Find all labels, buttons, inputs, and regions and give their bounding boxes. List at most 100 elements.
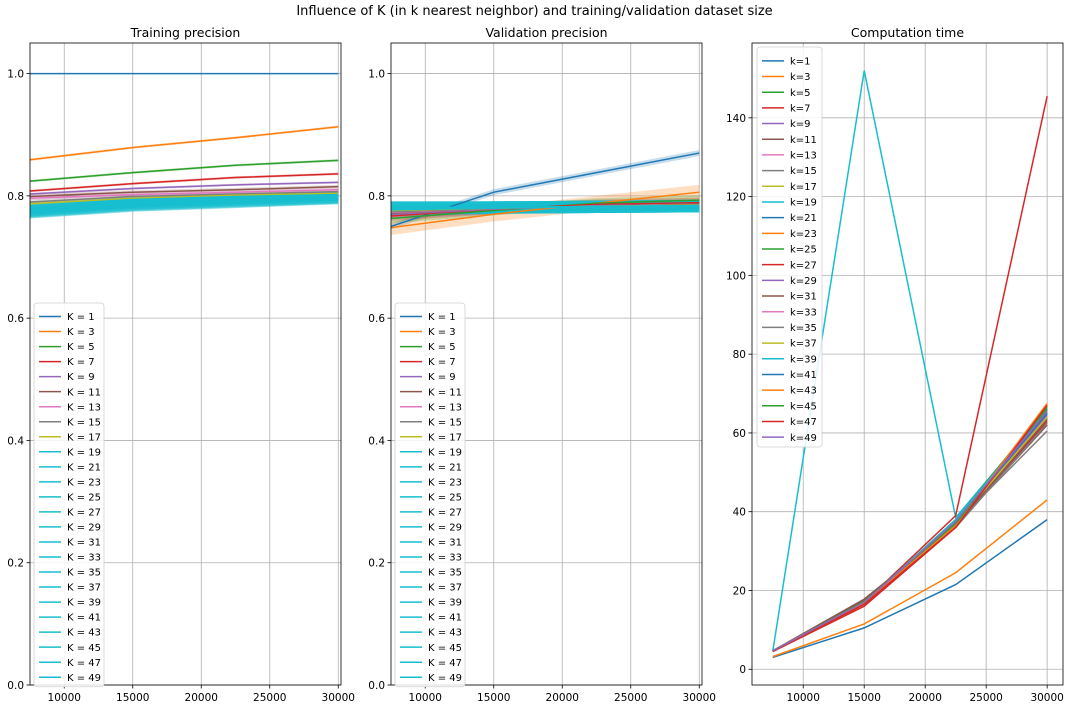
legend-label: K = 25	[67, 492, 101, 503]
legend-label: K = 11	[428, 387, 462, 398]
legend-label: K = 39	[67, 598, 101, 609]
series-group	[30, 72, 339, 219]
axes-frame	[29, 42, 342, 686]
y-tick-label: 120	[726, 192, 746, 204]
legend-label: K = 29	[428, 523, 462, 534]
series-band	[391, 184, 700, 235]
series-line	[30, 188, 339, 200]
y-tick-label: 0.0	[368, 680, 385, 692]
legend-label: k=39	[790, 354, 817, 365]
legend-label: k=7	[790, 103, 811, 114]
y-tick-label: 40	[733, 507, 746, 519]
series-line	[772, 518, 1048, 659]
legend-label: k=13	[790, 151, 817, 162]
legend-label: k=21	[790, 213, 817, 224]
legend-box	[33, 302, 105, 688]
series-line	[772, 499, 1048, 658]
legend-label: K = 37	[67, 583, 101, 594]
series-line	[391, 205, 700, 209]
legend-label: K = 47	[428, 658, 462, 669]
legend-label: K = 23	[428, 477, 462, 488]
axes-frame	[390, 42, 703, 686]
legend-label: K = 15	[67, 417, 101, 428]
y-tick-label: 0.0	[7, 680, 24, 692]
series-group	[391, 150, 700, 235]
x-tick-label: 15000	[848, 692, 881, 704]
legend-label: K = 9	[67, 372, 95, 383]
x-tick-label: 30000	[683, 692, 716, 704]
legend-label: K = 41	[428, 613, 462, 624]
y-tick-label: 0.8	[368, 191, 385, 203]
legend-label: K = 45	[67, 643, 101, 654]
y-tick-label: 80	[733, 349, 746, 361]
legend-label: K = 27	[67, 508, 101, 519]
legend-label: k=33	[790, 307, 817, 318]
legend-label: k=1	[790, 56, 811, 67]
legend-label: K = 9	[428, 372, 456, 383]
series-line	[30, 190, 339, 203]
legend-label: k=11	[790, 135, 817, 146]
legend-label: K = 23	[67, 477, 101, 488]
x-tick-label: 25000	[969, 692, 1002, 704]
legend-label: K = 25	[428, 492, 462, 503]
legend-label: K = 17	[67, 432, 101, 443]
legend-label: K = 19	[67, 447, 101, 458]
legend-label: k=9	[790, 119, 811, 130]
series-band	[391, 150, 700, 230]
legend-box	[394, 302, 466, 688]
legend-label: K = 33	[67, 553, 101, 564]
x-tick-label: 10000	[48, 692, 81, 704]
chart-1: 10000 15000 20000 25000 30000 0.0 0.2 0.4 0.6 0.8…	[7, 25, 355, 704]
legend-label: K = 15	[428, 417, 462, 428]
legend-label: K = 19	[428, 447, 462, 458]
legend-label: k=15	[790, 166, 817, 177]
legend-label: k=35	[790, 323, 817, 334]
series-line	[30, 159, 339, 182]
legend-label: k=43	[790, 386, 817, 397]
y-tick-label: 0.6	[7, 313, 24, 325]
legend-label: K = 31	[428, 538, 462, 549]
y-tick-label: 0.2	[368, 558, 385, 570]
series-band	[30, 172, 339, 193]
series-line	[391, 191, 700, 229]
legend-label: K = 49	[428, 673, 462, 684]
legend-label: K = 43	[67, 628, 101, 639]
legend-label: k=41	[790, 370, 817, 381]
x-tick-label: 30000	[1030, 692, 1063, 704]
legend-label: K = 43	[428, 628, 462, 639]
y-tick-label: 20	[733, 585, 746, 597]
x-tick-label: 25000	[253, 692, 286, 704]
legend-label: K = 7	[428, 357, 456, 368]
x-tick-label: 15000	[116, 692, 149, 704]
legend-label: k=23	[790, 229, 817, 240]
y-tick-label: 60	[733, 428, 746, 440]
legend-label: K = 3	[428, 327, 456, 338]
series-line	[30, 193, 339, 207]
y-tick-label: 0.8	[7, 191, 24, 203]
legend-label: K = 21	[428, 462, 462, 473]
x-tick-label: 20000	[185, 692, 218, 704]
legend-label: k=5	[790, 88, 811, 99]
legend-label: k=17	[790, 182, 817, 193]
legend-label: k=47	[790, 417, 817, 428]
legend-label: K = 41	[67, 613, 101, 624]
series-line	[772, 410, 1048, 652]
legend-label: k=19	[790, 198, 817, 209]
y-tick-label: 100	[726, 270, 746, 282]
x-tick-label: 10000	[409, 692, 442, 704]
x-tick-label: 15000	[477, 692, 510, 704]
y-tick-label: 0	[739, 664, 746, 676]
legend-label: K = 1	[428, 312, 456, 323]
legend-label: K = 21	[67, 462, 101, 473]
x-tick-label: 30000	[322, 692, 355, 704]
legend-label: K = 47	[67, 658, 101, 669]
legend-label: K = 37	[428, 583, 462, 594]
legend-label: k=25	[790, 245, 817, 256]
chart-title: Computation time	[851, 25, 964, 40]
figure-suptitle: Influence of K (in k nearest neighbor) a…	[296, 4, 773, 19]
y-tick-label: 0.2	[7, 558, 24, 570]
series-group	[771, 70, 1048, 659]
x-tick-label: 10000	[787, 692, 820, 704]
y-tick-label: 0.6	[368, 313, 385, 325]
